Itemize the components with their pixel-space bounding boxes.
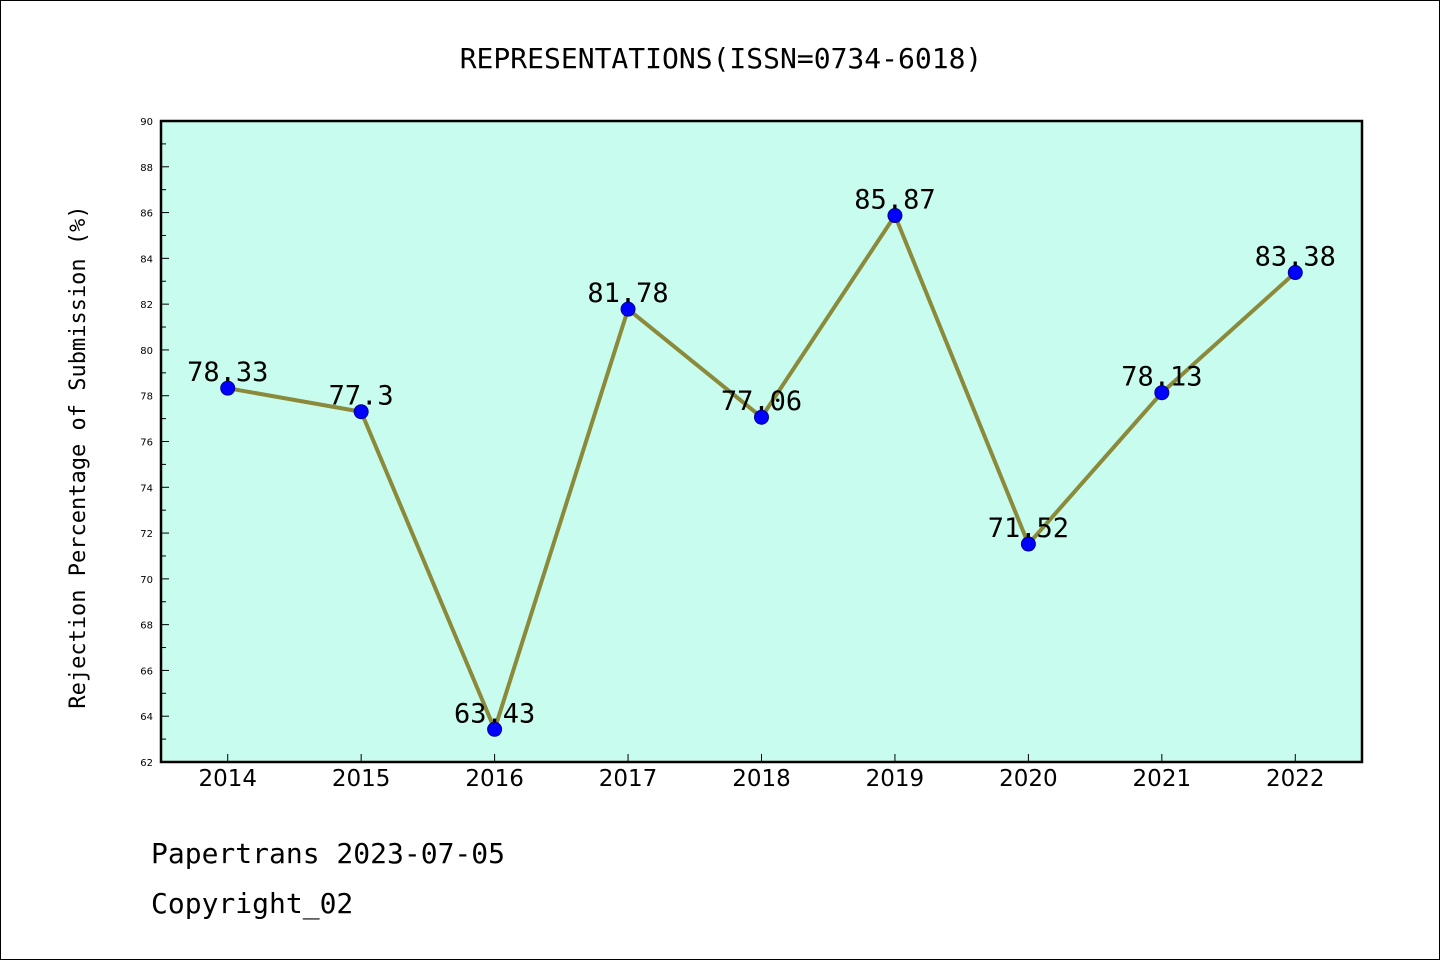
series-layer: 78.33 77.3 63.43 81.78 77.06 85.87 71.52 78.13 8… (187, 185, 1336, 737)
y-tick-label: 74 (140, 483, 153, 494)
data-point (754, 409, 769, 425)
x-axis: 2014 2015 2016 2017 2018 2019 2020 2021 2022 (198, 754, 1325, 792)
y-tick-label: 90 (140, 117, 153, 128)
data-label: 83.38 (1255, 242, 1336, 273)
y-tick-label: 72 (140, 529, 153, 540)
data-point (620, 301, 636, 317)
y-tick-label: 64 (140, 712, 153, 723)
x-tick-label: 2019 (866, 766, 925, 792)
data-point (353, 404, 369, 420)
data-point (887, 208, 903, 224)
x-tick-label: 2021 (1133, 766, 1192, 792)
y-tick-label: 80 (140, 346, 153, 357)
y-tick-label: 86 (140, 209, 153, 220)
y-tick-label: 84 (140, 254, 153, 265)
x-tick-label: 2014 (198, 766, 257, 792)
data-label: 85.87 (854, 185, 935, 216)
y-tick-label: 66 (140, 666, 153, 677)
x-tick-label: 2017 (599, 766, 658, 792)
data-label: 81.78 (587, 278, 668, 309)
data-point (220, 380, 236, 396)
data-point (1020, 536, 1036, 552)
y-tick-label: 70 (140, 575, 153, 586)
x-tick-label: 2015 (332, 766, 391, 792)
y-tick-label: 68 (140, 621, 153, 632)
y-axis: 62 64 66 68 70 72 74 76 78 80 82 84 86 88 90 (140, 117, 169, 769)
data-label: 77.3 (329, 381, 394, 412)
data-label: 78.13 (1121, 362, 1202, 393)
data-label: 77.06 (721, 386, 802, 417)
y-tick-label: 88 (140, 163, 153, 174)
data-point (1154, 385, 1170, 401)
y-tick-label: 76 (140, 438, 153, 449)
x-tick-label: 2018 (732, 766, 791, 792)
data-label: 63.43 (454, 698, 535, 729)
plot-area (159, 119, 1364, 764)
y-tick-label: 82 (140, 300, 153, 311)
data-point (487, 721, 503, 737)
data-label: 71.52 (988, 513, 1069, 544)
x-tick-label: 2022 (1266, 766, 1325, 792)
data-label: 78.33 (187, 357, 268, 388)
chart-title: REPRESENTATIONS(ISSN=0734-6018) (460, 42, 983, 75)
footer-date-text: Papertrans 2023-07-05 (151, 837, 506, 870)
data-point (1287, 265, 1303, 281)
y-axis-label: Rejection Percentage of Submission (%) (66, 205, 91, 708)
footer-copyright-text: Copyright_02 (151, 887, 354, 920)
x-tick-label: 2016 (465, 766, 524, 792)
y-tick-label: 78 (140, 392, 153, 403)
x-tick-label: 2020 (999, 766, 1058, 792)
y-tick-label: 62 (140, 758, 153, 769)
